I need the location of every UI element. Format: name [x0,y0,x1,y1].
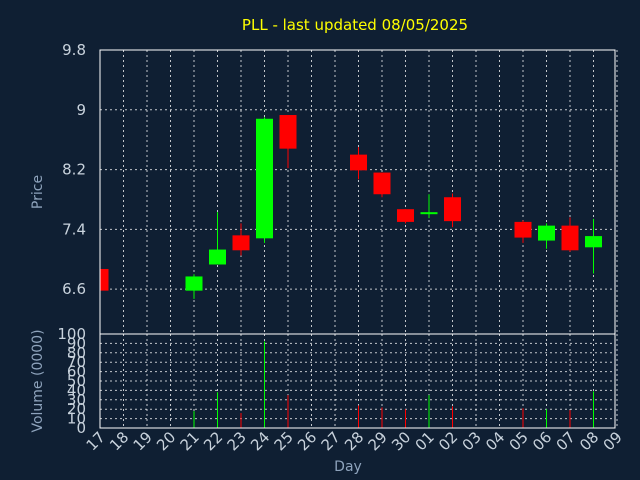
candle-02 [444,193,461,228]
price-axis-label: Price [30,175,46,209]
candle-30 [397,209,414,224]
volume-y-tick-20: 20 [67,400,86,418]
chart-title: PLL - last updated 08/05/2025 [242,16,468,34]
candle-body-28 [350,154,367,171]
volume-bars [193,341,594,428]
x-axis-ticks: 1718192021222324252627282930010203040506… [83,428,626,454]
candle-06 [538,223,555,249]
candle-body-21 [185,276,203,291]
volume-y-tick-100: 100 [57,325,86,343]
volume-y-tick-40: 40 [67,381,86,399]
candle-body-29 [373,172,391,195]
candle-25 [279,115,297,169]
volume-axis-label: Volume (0000) [30,329,46,432]
candle-body-30 [397,209,414,222]
candle-21 [185,274,203,299]
candle-17 [100,268,109,291]
candle-body-06 [538,225,555,241]
candle-05 [514,220,532,243]
price-y-tick-8-2: 8.2 [62,161,86,179]
candle-body-17 [100,268,109,291]
price-y-tick-9-8: 9.8 [62,41,86,59]
volume-y-tick-50: 50 [67,372,86,390]
price-y-tick-6-6: 6.6 [62,280,86,298]
candle-22 [209,212,226,265]
volume-y-tick-30: 30 [67,391,86,409]
candle-28 [350,147,367,180]
volume-y-tick-0: 0 [76,419,86,437]
candle-body-07 [561,225,579,251]
candle-body-01 [420,212,438,215]
price-y-tick-9: 9 [76,101,86,119]
candle-body-25 [279,115,297,149]
candle-24 [256,117,273,243]
candle-body-02 [444,197,461,222]
candle-07 [561,217,579,252]
volume-y-tick-80: 80 [67,344,86,362]
price-y-ticks: 6.6 7.4 8.2 9 9.8 [62,41,86,298]
price-candles [100,115,602,299]
candle-body-24 [256,118,273,239]
volume-y-tick-60: 60 [67,363,86,381]
x-axis-label: Day [334,459,362,475]
volume-plot-frame [99,333,616,429]
price-y-tick-7-4: 7.4 [62,220,86,238]
volume-y-tick-90: 90 [67,334,86,352]
candle-body-05 [514,221,532,238]
candle-body-23 [232,235,250,251]
volume-y-tick-10: 10 [67,410,86,428]
price-panel: 6.6 7.4 8.2 9 9.8 [62,41,618,335]
candle-body-08 [585,236,602,248]
candle-23 [232,223,250,256]
candle-body-22 [209,249,226,265]
candle-01 [420,194,438,219]
candle-08 [585,218,602,274]
candle-29 [373,172,391,198]
volume-y-tick-70: 70 [67,353,86,371]
